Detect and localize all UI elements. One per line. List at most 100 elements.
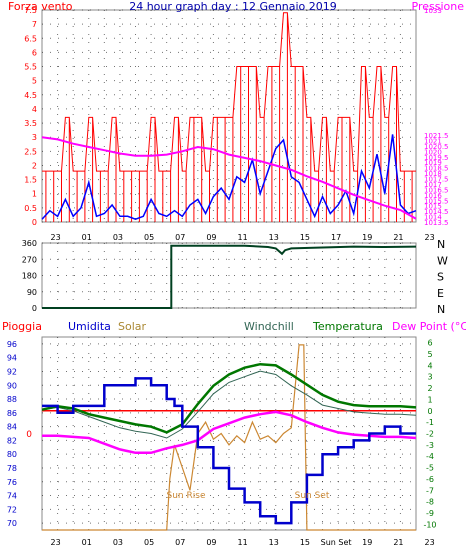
hour-tick-label: 09 <box>206 233 216 242</box>
hour-tick-label: 21 <box>393 233 403 242</box>
compass-label: E <box>437 287 444 300</box>
humidity-ticks: 70 72 74 76 78 80 82 84 86 88 90 92 94 96 <box>7 340 17 528</box>
pressure-tick-label: 1017 <box>424 181 442 189</box>
humidity-tick-label: 80 <box>7 450 17 459</box>
wind-tick-label: 2 <box>32 161 37 170</box>
pressure-tick-label: 1019 <box>424 159 442 167</box>
pressure-tick-label: 1016 <box>424 192 442 200</box>
humidity-tick-label: 86 <box>7 409 17 418</box>
hour-tick-label: 15 <box>300 538 310 547</box>
hour-tick-label: 23 <box>424 233 434 242</box>
pressure-axis-label: Pressione <box>412 0 465 13</box>
temperature-tick-label: -8 <box>426 498 434 507</box>
panel1-left-ticks: 0 0.5 1 1.5 2 2.5 3 3.5 4 4.5 5 5.5 6 6.5 7 7.5 <box>24 6 37 227</box>
wind-tick-label: 4 <box>32 105 37 114</box>
legend-umidita: Umidita <box>68 320 111 333</box>
temperature-tick-label: 0 <box>427 407 432 416</box>
hour-tick-label: 13 <box>269 233 279 242</box>
hour-tick-label: 21 <box>393 538 403 547</box>
hour-tick-label: 19 <box>362 538 372 547</box>
pressure-series <box>41 136 417 220</box>
panel3-x-ticks: 23 01 03 05 07 09 11 13 15 Sun Set 19 21 23 <box>50 538 434 547</box>
windchill-line <box>41 370 417 439</box>
panel2-grid <box>42 242 416 309</box>
hour-tick-label: 11 <box>237 233 247 242</box>
pressure-tick-label: 1014.5 <box>424 208 449 216</box>
humidity-tick-label: 74 <box>7 492 17 501</box>
rain-zero-label: 0 <box>26 430 32 440</box>
direction-tick-label: 270 <box>22 255 37 264</box>
wind-tick-label: 7.5 <box>24 6 37 15</box>
humidity-tick-label: 92 <box>7 367 17 376</box>
legend-windchill: Windchill <box>244 320 294 333</box>
pressure-tick-label: 1020 <box>424 148 442 156</box>
pressure-line <box>41 136 417 220</box>
compass-label: N <box>437 303 445 316</box>
temperature-tick-label: 2 <box>427 384 432 393</box>
direction-tick-label: 90 <box>27 288 37 297</box>
direction-tick-label: 360 <box>22 239 37 248</box>
temperature-tick-label: 1 <box>427 395 432 404</box>
temperature-tick-label: -5 <box>426 464 434 473</box>
windchill-series <box>41 370 417 439</box>
wind-tick-label: 6 <box>32 48 37 57</box>
pressure-tick-label: 1013.5 <box>424 219 449 227</box>
humidity-tick-label: 94 <box>7 354 17 363</box>
pressure-tick-label: 1015.5 <box>424 197 449 205</box>
humidity-tick-label: 76 <box>7 478 17 487</box>
pressure-tick-label: 1017.5 <box>424 176 449 184</box>
temperature-tick-label: -2 <box>426 430 434 439</box>
humidity-line <box>42 377 416 525</box>
hour-tick-label: 05 <box>144 233 154 242</box>
wind-direction-line <box>42 244 417 309</box>
direction-tick-label: 180 <box>22 272 37 281</box>
temperature-tick-label: 5 <box>427 350 432 359</box>
humidity-tick-label: 84 <box>7 423 17 432</box>
temperature-tick-label: 6 <box>427 339 432 348</box>
temperature-tick-label: -4 <box>426 452 434 461</box>
pressure-tick-label: 1020.5 <box>424 143 449 151</box>
hour-tick-label: 07 <box>175 233 185 242</box>
humidity-tick-label: 90 <box>7 381 17 390</box>
pressure-tick-label: 1021.5 <box>424 132 449 140</box>
solar-line <box>42 344 416 531</box>
hour-tick-label: 23 <box>50 538 60 547</box>
wind-tick-label: 3 <box>32 133 37 142</box>
legend-pioggia: Pioggia <box>2 320 42 333</box>
hour-tick-label: 07 <box>175 538 185 547</box>
hour-tick-label: 17 <box>331 233 341 242</box>
pressure-tick-label: 1018 <box>424 170 442 178</box>
hour-tick-label: 19 <box>362 233 372 242</box>
pressure-tick-label: 1016.5 <box>424 186 449 194</box>
wind-tick-label: 6.5 <box>24 34 37 43</box>
wind-tick-label: 4.5 <box>24 91 37 100</box>
pressure-tick-label: 1015 <box>424 203 442 211</box>
wind-tick-label: 1.5 <box>24 176 37 185</box>
wind-tick-label: 5 <box>32 77 37 86</box>
humidity-series <box>42 377 416 525</box>
hour-tick-label: 09 <box>206 538 216 547</box>
hour-tick-label: 03 <box>113 538 123 547</box>
hour-tick-label: 01 <box>82 233 92 242</box>
temperature-tick-label: 4 <box>427 361 432 370</box>
hour-tick-label: 11 <box>237 538 247 547</box>
pressure-tick-label: 1014 <box>424 214 442 222</box>
temperature-tick-label: -7 <box>426 486 434 495</box>
humidity-tick-label: 96 <box>7 340 17 349</box>
pressure-tick-label: 1021 <box>424 137 442 145</box>
legend-solar: Solar <box>118 320 147 333</box>
wind-tick-label: 3.5 <box>24 119 37 128</box>
wind-tick-label: 1 <box>32 190 37 199</box>
panel1-right-ticks: 1013.510141014.510151015.510161016.51017… <box>424 7 449 227</box>
panel1-x-ticks: 23 01 03 05 07 09 11 13 15 17 19 21 23 <box>50 233 434 242</box>
compass-label: W <box>437 254 448 267</box>
compass-label: S <box>437 271 444 284</box>
wind-tick-label: 0.5 <box>24 204 37 213</box>
humidity-tick-label: 70 <box>7 519 17 528</box>
chart-title: 24 hour graph day : 12 Gennaio 2019 <box>129 0 337 13</box>
pressure-tick-label: 1019.5 <box>424 154 449 162</box>
wind-gust-series <box>41 134 417 221</box>
